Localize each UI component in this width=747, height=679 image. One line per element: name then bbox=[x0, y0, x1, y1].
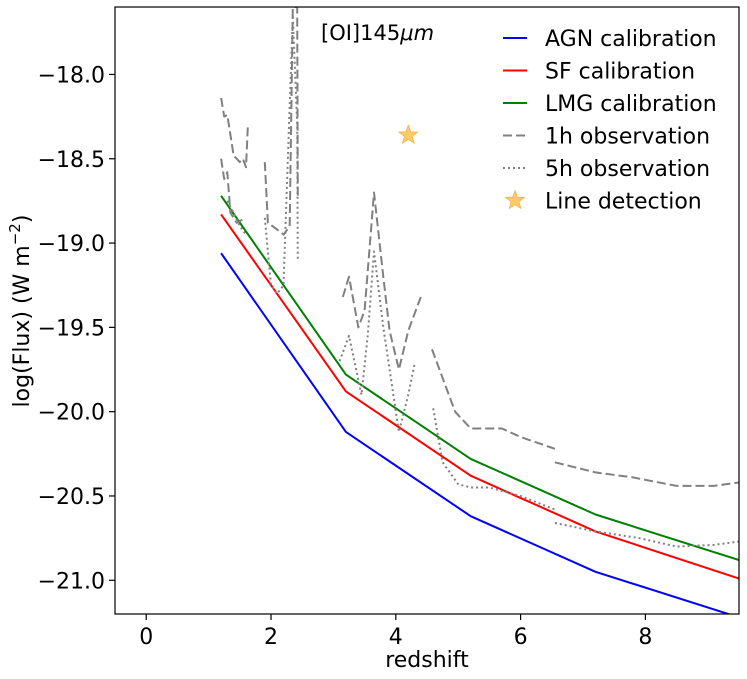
y-tick-label: −19.5 bbox=[38, 316, 105, 341]
series-layer bbox=[220, 7, 739, 614]
lmg-calibration-line bbox=[220, 195, 739, 561]
y-axis-label-exponent: −2 bbox=[6, 223, 24, 245]
plot-frame bbox=[114, 6, 740, 615]
1h-observation-line bbox=[431, 348, 556, 450]
1h-observation-line bbox=[220, 158, 244, 224]
5h-observation-line bbox=[226, 200, 247, 236]
1h-observation-line bbox=[220, 97, 249, 169]
y-tick-label: −20.5 bbox=[38, 485, 105, 510]
1h-observation-line bbox=[263, 7, 299, 236]
y-axis-ticks: −18.0 −18.5 −19.0 −19.5 −20.0 −20.5 −21.0 bbox=[38, 63, 115, 594]
legend-line-detection-label: Line detection bbox=[545, 190, 702, 215]
1h-observation-line bbox=[554, 461, 739, 487]
legend-5h-observation-label: 5h observation bbox=[545, 157, 710, 182]
5h-observation-line bbox=[432, 408, 556, 511]
sf-calibration-line bbox=[220, 213, 739, 580]
legend: AGN calibration SF calibration LMG calibra… bbox=[503, 27, 717, 215]
x-tick-label: 4 bbox=[389, 625, 403, 650]
legend-1h-observation-label: 1h observation bbox=[545, 125, 710, 150]
line-annotation: [OI]145μm bbox=[321, 21, 434, 45]
x-tick-label: 2 bbox=[264, 625, 278, 650]
5h-observation-line bbox=[263, 14, 299, 295]
1h-observation-line bbox=[341, 191, 422, 371]
y-axis-label-close: ) bbox=[10, 215, 35, 224]
agn-calibration-line bbox=[220, 252, 732, 614]
5h-observation-line bbox=[338, 250, 416, 433]
y-tick-label: −20.0 bbox=[38, 401, 105, 426]
line-detection-marker bbox=[397, 124, 419, 144]
legend-line-detection-swatch bbox=[504, 189, 526, 210]
x-tick-label: 6 bbox=[514, 625, 528, 650]
x-tick-label: 0 bbox=[139, 625, 153, 650]
x-axis-ticks: 0 2 4 6 8 bbox=[139, 614, 652, 650]
legend-agn-calibration-label: AGN calibration bbox=[545, 27, 717, 52]
y-axis-label: log(Flux) (W m−2) bbox=[6, 215, 35, 408]
legend-sf-calibration-label: SF calibration bbox=[545, 60, 695, 85]
line-annotation-unit: μm bbox=[399, 21, 434, 45]
y-tick-label: −18.5 bbox=[38, 148, 105, 173]
5h-observation-line bbox=[554, 522, 739, 548]
y-tick-label: −18.0 bbox=[38, 63, 105, 88]
legend-lmg-calibration-label: LMG calibration bbox=[545, 92, 717, 117]
line-annotation-species: [OI]145 bbox=[321, 21, 400, 45]
y-axis-label-main: log(Flux) (W m bbox=[10, 245, 35, 407]
x-axis-label: redshift bbox=[385, 648, 469, 673]
y-tick-label: −21.0 bbox=[38, 569, 105, 594]
x-tick-label: 8 bbox=[638, 625, 652, 650]
y-tick-label: −19.0 bbox=[38, 232, 105, 257]
